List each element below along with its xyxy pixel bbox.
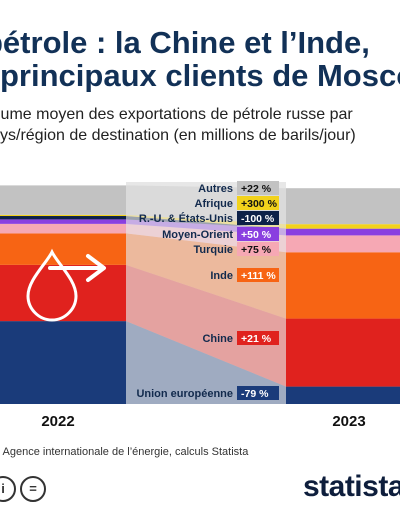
change-label: +300 % [241, 198, 278, 210]
category-axis: 2022 2023 [41, 413, 365, 430]
series-label: R.-U. & États-Unis [139, 212, 233, 225]
change-label: -100 % [241, 213, 275, 225]
bar-segment [0, 264, 126, 322]
flow-band [126, 264, 286, 387]
change-label: +22 % [241, 183, 272, 195]
bar-segment [286, 235, 400, 253]
cc-by-icon: i [0, 476, 16, 502]
series-label: Afrique [195, 198, 234, 210]
bar-segment [286, 188, 400, 225]
series-label: Moyen-Orient [162, 229, 233, 241]
bar-segment [0, 233, 126, 265]
bar-segment [286, 228, 400, 236]
change-badge [237, 386, 279, 400]
change-label: +75 % [241, 244, 272, 256]
bar-segment [286, 318, 400, 387]
subtitle-line-1: lume moyen des exportations de pétrole r… [0, 106, 353, 123]
bar-segment [286, 224, 400, 229]
flow-band [126, 214, 286, 229]
change-badge [237, 181, 279, 195]
license-icons: i = [0, 476, 50, 502]
stacked-bar-chart: Union européenne -79 % Chine +21 % Inde +111 … [0, 181, 400, 430]
x-tick-label: 2022 [41, 413, 74, 430]
change-label: +50 % [241, 229, 272, 241]
change-badge [237, 211, 279, 225]
oil-drop-arrow-icon [26, 248, 106, 322]
bar-segment [0, 185, 126, 215]
statista-logo: statista [302, 470, 400, 503]
series-label: Inde [210, 270, 233, 282]
bar-segment [0, 321, 126, 404]
title-line-1: pétrole : la Chine et l’Inde, [0, 26, 370, 60]
flow-band [126, 321, 286, 404]
chart-title: pétrole : la Chine et l’Inde, principaux… [0, 26, 400, 92]
change-label: +111 % [241, 270, 276, 282]
change-badge [237, 268, 279, 282]
x-tick-label: 2023 [332, 413, 365, 430]
bar-segment [0, 219, 126, 224]
source-note: : Agence internationale de l’énergie, ca… [0, 446, 249, 458]
change-badge [237, 196, 279, 210]
bar-segment [286, 386, 400, 404]
title-line-2: principaux clients de Moscou [0, 58, 400, 92]
bar-segment [286, 252, 400, 319]
series-label: Turquie [193, 244, 233, 256]
bar-segment [0, 223, 126, 234]
cc-nd-icon: = [20, 476, 46, 502]
series-label: Autres [198, 183, 233, 195]
change-badge [237, 331, 279, 345]
change-label: +21 % [241, 333, 272, 345]
chart-bars [0, 185, 400, 404]
series-label: Union européenne [136, 388, 233, 400]
bar-segment [0, 214, 126, 217]
change-label: -79 % [241, 388, 269, 400]
subtitle-line-2: ys/région de destination (en millions de… [0, 127, 356, 144]
change-badge [237, 227, 279, 241]
chart-subtitle: lume moyen des exportations de pétrole r… [0, 104, 400, 146]
bar-segment [0, 216, 126, 220]
change-badge [237, 242, 279, 256]
series-label: Chine [202, 333, 233, 345]
chart-labels: Union européenne -79 % Chine +21 % Inde +111 … [136, 181, 279, 400]
